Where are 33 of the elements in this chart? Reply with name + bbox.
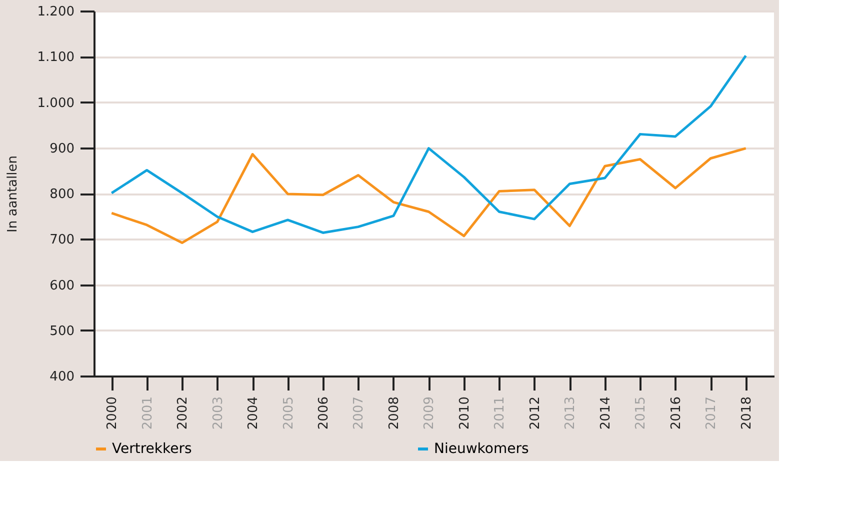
x-tick-label: 2003	[210, 396, 226, 430]
x-tick-label: 2006	[316, 396, 332, 430]
x-tick-label: 2000	[105, 396, 120, 430]
x-tick-label: 2014	[598, 396, 614, 430]
y-tick-label: 600	[50, 278, 74, 294]
x-tick-label: 2008	[386, 396, 402, 430]
y-axis-title: In aantallen	[5, 156, 20, 232]
x-tick-label: 2001	[140, 396, 156, 430]
y-tick-label: 1.000	[37, 96, 74, 111]
x-tick-label: 2002	[176, 396, 191, 430]
x-tick-label: 2010	[457, 396, 472, 430]
x-tick-label: 2013	[563, 396, 578, 430]
x-tick-label: 2009	[422, 396, 438, 430]
x-tick-label: 2017	[704, 396, 720, 430]
x-tick-label: 2012	[528, 396, 543, 430]
y-tick-label: 400	[50, 370, 74, 384]
y-tick-label: 500	[50, 324, 74, 339]
x-tick-label: 2018	[739, 396, 754, 430]
x-tick-label: 2015	[634, 396, 649, 430]
y-tick-label: 700	[50, 232, 74, 248]
y-tick-label: 1.200	[37, 4, 74, 20]
y-tick-label: 800	[50, 187, 74, 202]
x-tick-label: 2011	[492, 396, 508, 430]
y-tick-label: 900	[50, 141, 74, 156]
line-series	[110, 54, 748, 234]
line-series	[110, 147, 748, 244]
x-tick-label: 2005	[281, 396, 296, 430]
x-tick-label: 2016	[668, 396, 684, 430]
legend-label: Nieuwkomers	[434, 441, 529, 457]
x-tick-label: 2004	[246, 396, 262, 430]
x-tick-label: 2007	[352, 396, 367, 430]
legend-label: Vertrekkers	[112, 441, 192, 457]
y-tick-label: 1.100	[37, 50, 74, 66]
